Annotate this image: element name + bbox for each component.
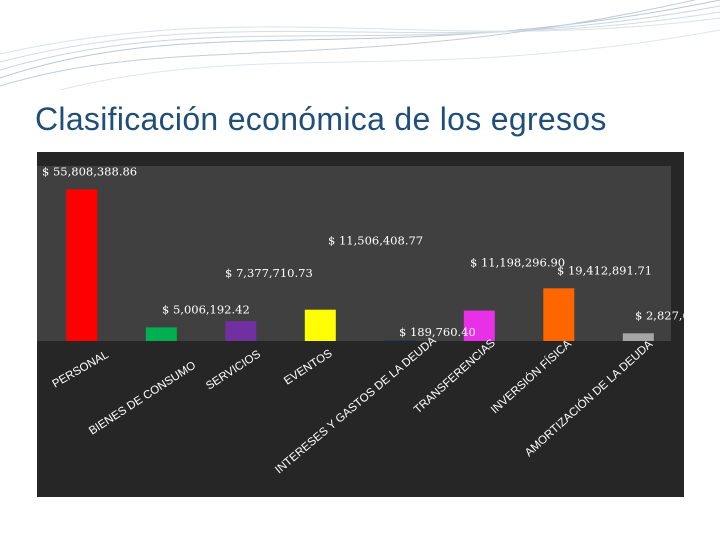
data-label-8: $ 2,827,660.20 bbox=[635, 308, 684, 322]
bar-7 bbox=[543, 288, 575, 341]
bar-6 bbox=[463, 310, 495, 341]
bar-2 bbox=[145, 327, 177, 341]
data-label-1: $ 55,808,388.86 bbox=[42, 164, 137, 178]
bar-3 bbox=[225, 321, 257, 341]
data-label-6: $ 11,198,296.90 bbox=[470, 256, 565, 270]
bar-chart: $ 55,808,388.86 $ 5,006,192.42 $ 7,377,710… bbox=[37, 152, 684, 497]
bar-1 bbox=[66, 189, 98, 341]
plot-area bbox=[37, 166, 671, 341]
slide-title: Clasificación económica de los egresos bbox=[35, 101, 607, 137]
data-label-5: $ 189,760.40 bbox=[399, 325, 476, 339]
data-label-7: $ 19,412,891.71 bbox=[557, 263, 652, 277]
bar-4 bbox=[304, 309, 336, 341]
data-label-4: $ 11,506,408.77 bbox=[328, 234, 423, 248]
bar-8 bbox=[622, 333, 654, 341]
data-label-2: $ 5,006,192.42 bbox=[162, 302, 250, 316]
bar-5 bbox=[384, 340, 416, 341]
data-label-3: $ 7,377,710.73 bbox=[225, 266, 313, 280]
header-wave-decoration bbox=[0, 0, 720, 90]
